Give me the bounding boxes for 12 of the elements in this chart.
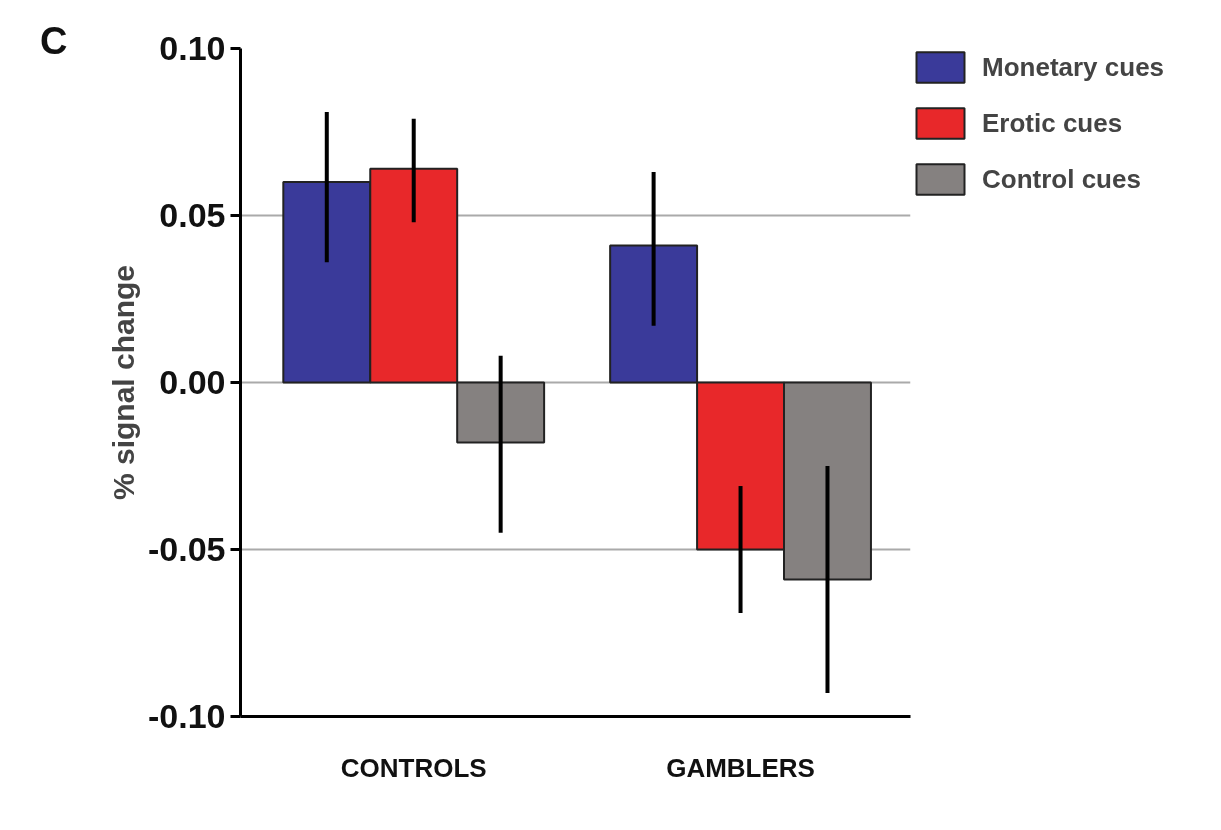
text: C [40, 20, 68, 62]
x-tick-label: GAMBLERS [666, 752, 815, 783]
y-tick-label: 0.10 [159, 29, 226, 67]
y-axis-title: % signal change [107, 264, 140, 501]
legend-label: Erotic cues [982, 107, 1123, 139]
y-tick-label: 0.00 [159, 363, 226, 401]
y-tick-label: 0.05 [159, 196, 226, 234]
y-tick-label: -0.10 [148, 697, 226, 735]
legend-label: Monetary cues [982, 51, 1165, 83]
y-tick-label: -0.05 [148, 530, 226, 568]
legend-label: Control cues [982, 163, 1141, 195]
x-tick-label: CONTROLS [340, 752, 487, 783]
